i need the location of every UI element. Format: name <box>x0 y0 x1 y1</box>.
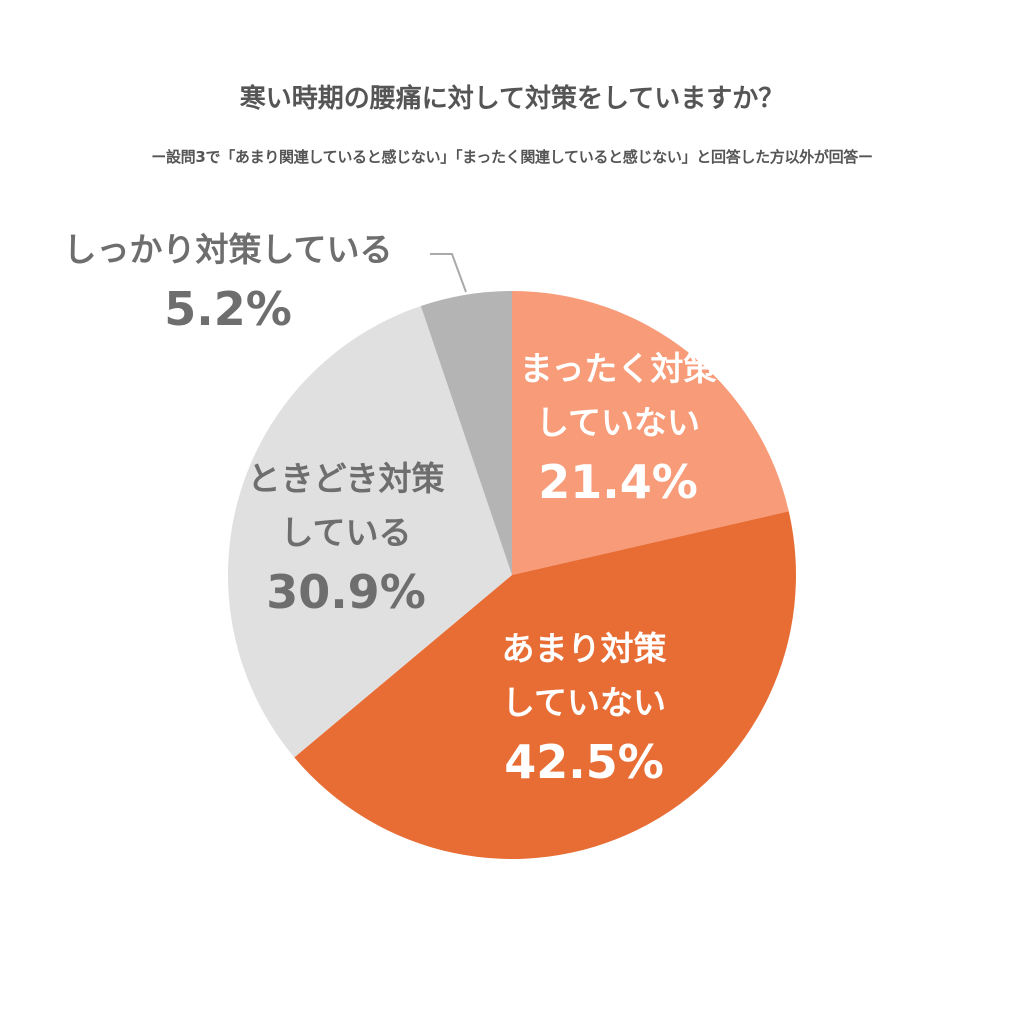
slice-label: まったく対策 していない 21.4% <box>520 342 717 514</box>
pie-slice <box>512 291 789 575</box>
slice-label: しっかり対策している 5.2% <box>63 223 392 341</box>
category-label: あまり対策 していない <box>501 629 667 722</box>
category-label: しっかり対策している <box>63 230 393 269</box>
leader-line <box>430 253 467 293</box>
category-label: ときどき対策 している <box>247 459 445 552</box>
pie-slice <box>294 511 796 859</box>
value-label: 42.5% <box>504 735 664 789</box>
chart-title: 寒い時期の腰痛に対して対策をしていますか？ <box>239 84 785 114</box>
value-label: 5.2% <box>164 282 292 336</box>
slice-label: あまり対策 していない 42.5% <box>502 622 667 794</box>
slice-label: ときどき対策 している 30.9% <box>247 452 444 624</box>
value-label: 21.4% <box>538 455 698 509</box>
chart-subtitle: ー設問3で「あまり関連していると感じない」「まったく関連していると感じない」と回… <box>151 148 873 166</box>
value-label: 30.9% <box>266 565 426 619</box>
pie-slice <box>420 291 512 575</box>
pie-slice <box>227 306 512 758</box>
category-label: まったく対策 していない <box>519 349 717 442</box>
